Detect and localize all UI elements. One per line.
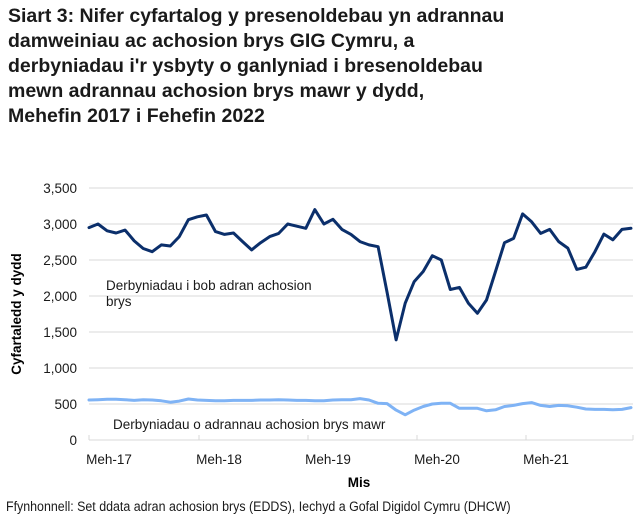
x-tick-label: Meh-21 xyxy=(523,452,569,467)
y-tick-label: 0 xyxy=(69,433,77,448)
title-line-3: derbyniadau i'r ysbyty o ganlyniad i bre… xyxy=(8,55,483,77)
x-axis: Meh-17 Meh-18 Meh-19 Meh-20 Meh-21 xyxy=(86,435,634,467)
title-line-1: Siart 3: Nifer cyfartalog y presenoldeba… xyxy=(8,5,505,27)
chart-title: Siart 3: Nifer cyfartalog y presenoldeba… xyxy=(8,4,638,129)
y-tick-label: 1,000 xyxy=(43,361,77,376)
x-tick-label: Meh-20 xyxy=(414,452,460,467)
x-tick-label: Meh-19 xyxy=(305,452,351,467)
y-tick-label: 3,000 xyxy=(43,217,77,232)
series-label-admissions: Derbyniadau o adrannau achosion brys maw… xyxy=(113,417,386,432)
x-tick-label: Meh-17 xyxy=(86,452,132,467)
title-line-4: mewn adrannau achosion brys mawr y dydd, xyxy=(8,80,425,102)
series-label-attendances-line-2: brys xyxy=(106,294,132,309)
y-axis-title: Cyfartaledd y dydd xyxy=(9,253,24,375)
gridlines xyxy=(89,187,633,441)
y-tick-label: 1,500 xyxy=(43,325,77,340)
x-axis-title: Mis xyxy=(348,475,371,490)
y-tick-label: 2,000 xyxy=(43,289,77,304)
series-label-attendances-line-1: Derbyniadau i bob adran achosion xyxy=(106,278,312,293)
y-axis-tick-labels: 0 500 1,000 1,500 2,000 2,500 3,000 3,500 xyxy=(43,181,77,448)
y-tick-label: 2,500 xyxy=(43,253,77,268)
y-tick-label: 500 xyxy=(54,397,77,412)
x-tick-label: Meh-18 xyxy=(196,452,242,467)
title-line-2: damweiniau ac achosion brys GIG Cymru, a xyxy=(8,30,415,52)
source-note: Ffynhonnell: Set ddata adran achosion br… xyxy=(6,499,511,514)
y-tick-label: 3,500 xyxy=(43,181,77,196)
title-line-5: Mehefin 2017 i Fehefin 2022 xyxy=(8,105,265,127)
series-line-admissions xyxy=(87,397,633,417)
series-line-attendances xyxy=(87,208,633,342)
